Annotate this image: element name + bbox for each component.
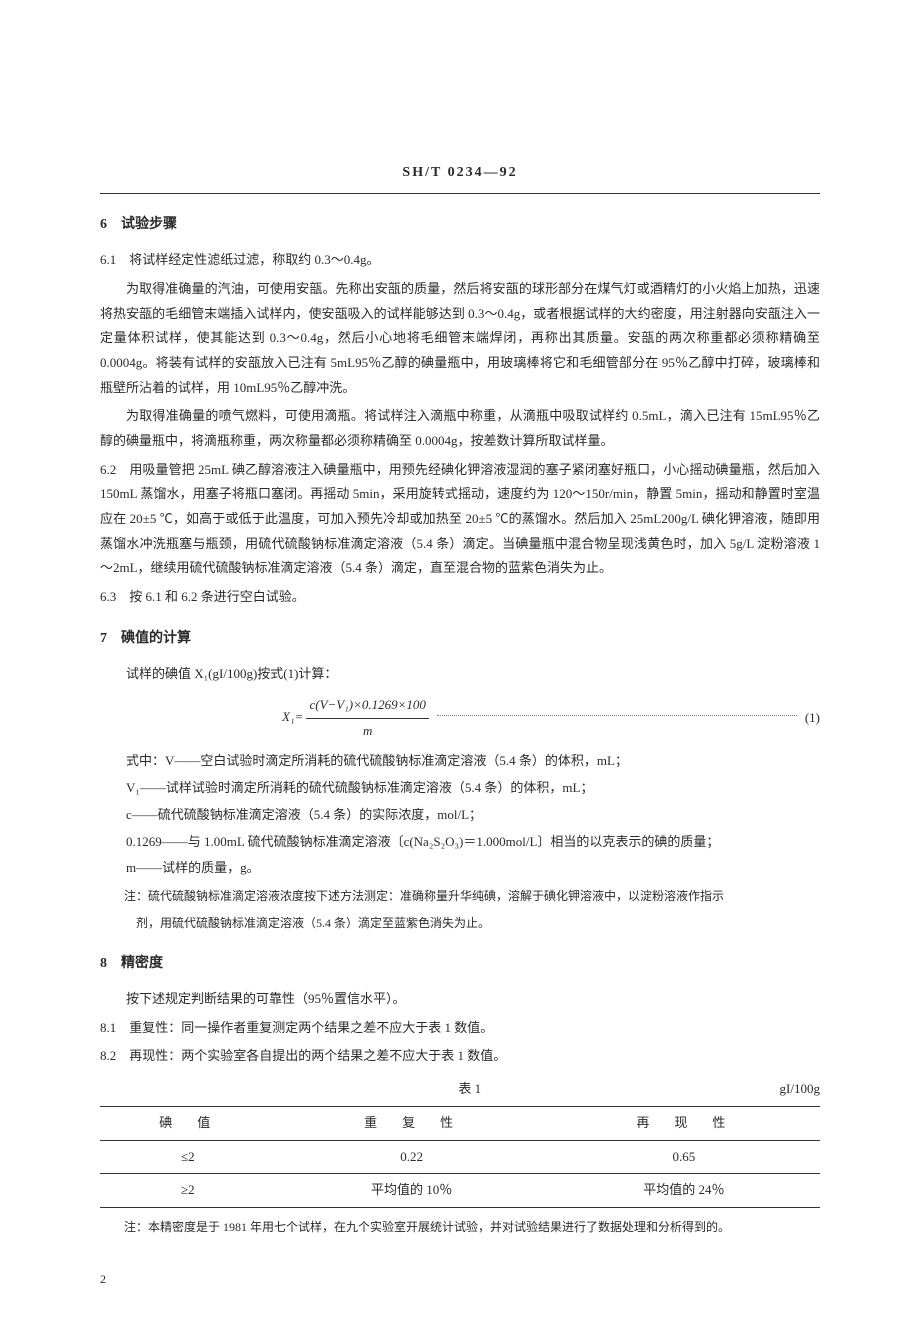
formula-dots — [437, 715, 797, 716]
cell: 0.65 — [548, 1140, 820, 1174]
para-6-1a: 6.1 将试样经定性滤纸过滤，称取约 0.3～0.4g。 — [100, 248, 820, 273]
def-V1: V₁——试样试验时滴定所消耗的硫代硫酸钠标准滴定溶液（5.4 条）的体积，mL； — [100, 776, 820, 801]
cell: 平均值的 10％ — [276, 1174, 548, 1208]
table-1-wrap: 表 1 gI/100g 碘 值 重 复 性 再 现 性 ≤2 0.22 0.65… — [100, 1077, 820, 1208]
section-6-title: 6 试验步骤 — [100, 212, 820, 239]
table-row: ≥2 平均值的 10％ 平均值的 24％ — [100, 1174, 820, 1208]
th-repeat: 重 复 性 — [276, 1106, 548, 1140]
section-7-note-2: 剂，用硫代硫酸钠标准滴定溶液（5.4 条）滴定至蓝紫色消失为止。 — [100, 912, 820, 935]
para-6-1b: 为取得准确量的汽油，可使用安瓿。先称出安瓿的质量，然后将安瓿的球形部分在煤气灯或… — [100, 277, 820, 400]
table-header-row: 碘 值 重 复 性 再 现 性 — [100, 1106, 820, 1140]
cell: ≥2 — [100, 1174, 276, 1208]
formula-lhs: X₁= — [282, 709, 303, 724]
table-row: ≤2 0.22 0.65 — [100, 1140, 820, 1174]
para-6-2: 6.2 用吸量管把 25mL 碘乙醇溶液注入碘量瓶中，用预先经碘化钾溶液湿润的塞… — [100, 458, 820, 581]
th-iodine: 碘 值 — [100, 1106, 276, 1140]
cell: ≤2 — [100, 1140, 276, 1174]
para-8-2: 8.2 再现性：两个实验室各自提出的两个结果之差不应大于表 1 数值。 — [100, 1044, 820, 1069]
para-7-intro: 试样的碘值 X₁(gI/100g)按式(1)计算： — [100, 662, 820, 687]
section-8-title: 8 精密度 — [100, 951, 820, 978]
th-reproduce: 再 现 性 — [548, 1106, 820, 1140]
symbol-definitions: 式中：V——空白试验时滴定所消耗的硫代硫酸钠标准滴定溶液（5.4 条）的体积，m… — [100, 749, 820, 880]
def-c: c——硫代硫酸钠标准滴定溶液（5.4 条）的实际浓度，mol/L； — [100, 803, 820, 828]
para-6-3: 6.3 按 6.1 和 6.2 条进行空白试验。 — [100, 585, 820, 610]
formula-denominator: m — [306, 719, 428, 744]
section-7-title: 7 碘值的计算 — [100, 626, 820, 653]
table-unit: gI/100g — [780, 1077, 820, 1102]
table-caption: 表 1 — [160, 1077, 780, 1102]
def-V: 式中：V——空白试验时滴定所消耗的硫代硫酸钠标准滴定溶液（5.4 条）的体积，m… — [100, 749, 820, 774]
para-6-1c: 为取得准确量的喷气燃料，可使用滴瓶。将试样注入滴瓶中称重，从滴瓶中吸取试样约 0… — [100, 404, 820, 453]
section-8-note: 注：本精密度是于 1981 年用七个试样，在九个实验室开展统计试验，并对试验结果… — [100, 1216, 820, 1239]
formula: X₁= c(V−V₁)×0.1269×100 m — [100, 693, 429, 743]
header-rule — [100, 193, 820, 194]
section-7-note-1: 注：硫代硫酸钠标准滴定溶液浓度按下述方法测定：准确称量升华纯碘，溶解于碘化钾溶液… — [100, 885, 820, 908]
formula-fraction: c(V−V₁)×0.1269×100 m — [306, 693, 428, 743]
para-8-intro: 按下述规定判断结果的可靠性（95％置信水平）。 — [100, 987, 820, 1012]
table-title-row: 表 1 gI/100g — [100, 1077, 820, 1102]
page-number: 2 — [100, 1268, 106, 1291]
cell: 平均值的 24％ — [548, 1174, 820, 1208]
document-page: SH/T 0234—92 6 试验步骤 6.1 将试样经定性滤纸过滤，称取约 0… — [0, 0, 920, 1331]
formula-row: X₁= c(V−V₁)×0.1269×100 m (1) — [100, 693, 820, 743]
def-m: m——试样的质量，g。 — [100, 856, 820, 881]
para-8-1: 8.1 重复性：同一操作者重复测定两个结果之差不应大于表 1 数值。 — [100, 1016, 820, 1041]
formula-numerator: c(V−V₁)×0.1269×100 — [306, 693, 428, 719]
standard-code: SH/T 0234—92 — [100, 160, 820, 187]
formula-eqnum: (1) — [805, 706, 820, 731]
cell: 0.22 — [276, 1140, 548, 1174]
def-k: 0.1269——与 1.00mL 硫代硫酸钠标准滴定溶液〔c(Na₂S₂O₃)＝… — [100, 830, 820, 855]
precision-table: 碘 值 重 复 性 再 现 性 ≤2 0.22 0.65 ≥2 平均值的 10％… — [100, 1106, 820, 1208]
